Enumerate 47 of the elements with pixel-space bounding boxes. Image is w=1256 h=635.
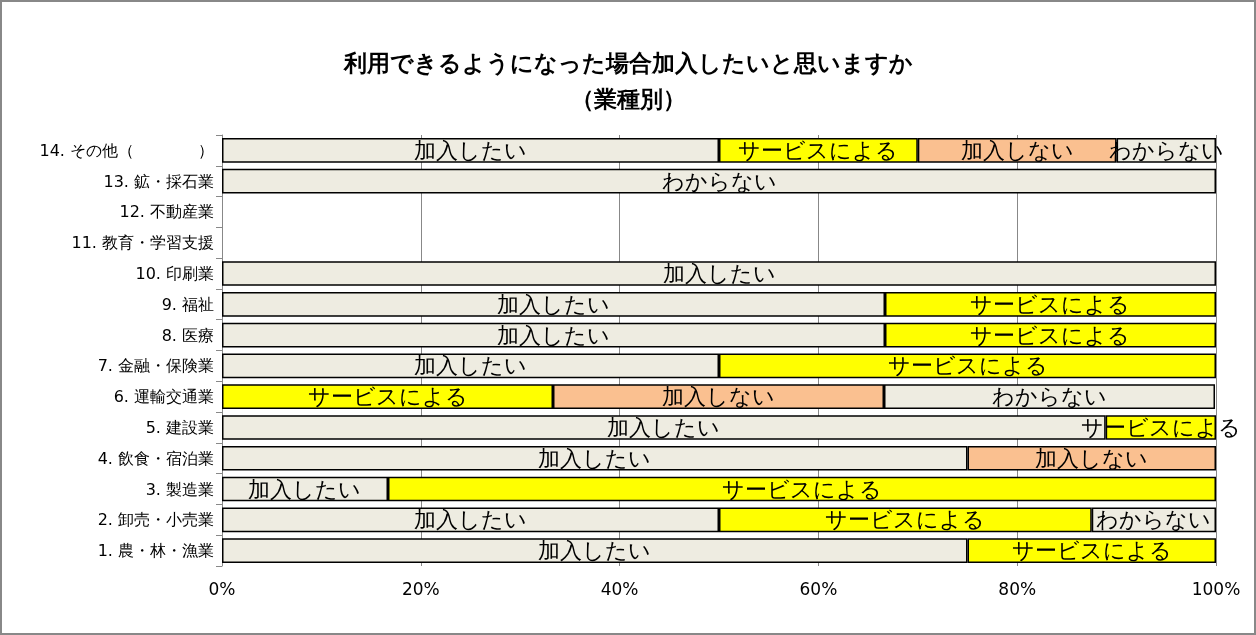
series-label: 加入しない xyxy=(960,137,1074,163)
text: 加入したい xyxy=(414,353,527,379)
text: 加入したい xyxy=(497,322,610,348)
text: 加入したい xyxy=(607,414,721,440)
text: サービスによる xyxy=(970,322,1131,348)
chart-title: 利用できるようになった場合加入したいと思いますか（業種別） xyxy=(342,50,913,112)
text: わからない xyxy=(1096,507,1212,533)
y-tick-label: 6. 運輸交通業 xyxy=(113,387,214,407)
text: 加入したい xyxy=(662,261,776,287)
text: サービスによる xyxy=(738,137,899,163)
text: サービスによる xyxy=(722,476,882,502)
x-tick-label: 0% xyxy=(208,578,236,599)
text: 加入したい xyxy=(414,507,527,533)
text: 加入したい xyxy=(497,291,610,317)
text: サービスによる xyxy=(825,507,986,533)
text: サービスによる xyxy=(887,353,1048,379)
y-tick-label: 12. 不動産業 xyxy=(119,202,214,222)
x-tick-label: 40% xyxy=(600,578,639,599)
series-label: わからない xyxy=(661,168,777,194)
x-tick-label: 80% xyxy=(998,578,1037,599)
y-tick-label: 5. 建設業 xyxy=(145,417,214,437)
x-tick-label: 100% xyxy=(1191,578,1241,599)
x-tick-label: 60% xyxy=(799,578,838,599)
text: 加入したい xyxy=(248,476,362,502)
series-label: 加入したい xyxy=(538,538,652,564)
text: 加入しない xyxy=(662,384,775,410)
y-tick-label: 7. 金融・保険業 xyxy=(97,356,214,376)
y-tick-label: 1. 農・林・漁業 xyxy=(97,541,214,561)
text: サービスによる xyxy=(970,291,1131,317)
y-tick-label: 10. 印刷業 xyxy=(135,264,214,284)
y-tick-label: 3. 製造業 xyxy=(145,479,214,499)
bar xyxy=(222,261,1216,286)
y-tick-label: 2. 卸売・小売業 xyxy=(97,510,214,530)
x-tick-label: 20% xyxy=(401,578,440,599)
text: 加入したい xyxy=(414,137,527,163)
y-tick-label: 8. 医療 xyxy=(161,325,214,345)
y-tick-label: 13. 鉱・採石業 xyxy=(103,171,214,191)
text: 加入したい xyxy=(538,445,652,471)
y-tick-label: 4. 飲食・宿泊業 xyxy=(97,448,214,468)
series-label: サービスによる xyxy=(1011,538,1172,564)
y-tick-label: 14. その他（ ） xyxy=(39,140,214,160)
bar xyxy=(222,168,1216,194)
y-tick-label: 9. 福祉 xyxy=(161,294,214,314)
text: サービスによる xyxy=(307,384,468,410)
text: 加入しない xyxy=(1035,445,1149,471)
y-tick-label: 11. 教育・学習支援 xyxy=(71,233,214,253)
text: わからない xyxy=(992,384,1108,410)
